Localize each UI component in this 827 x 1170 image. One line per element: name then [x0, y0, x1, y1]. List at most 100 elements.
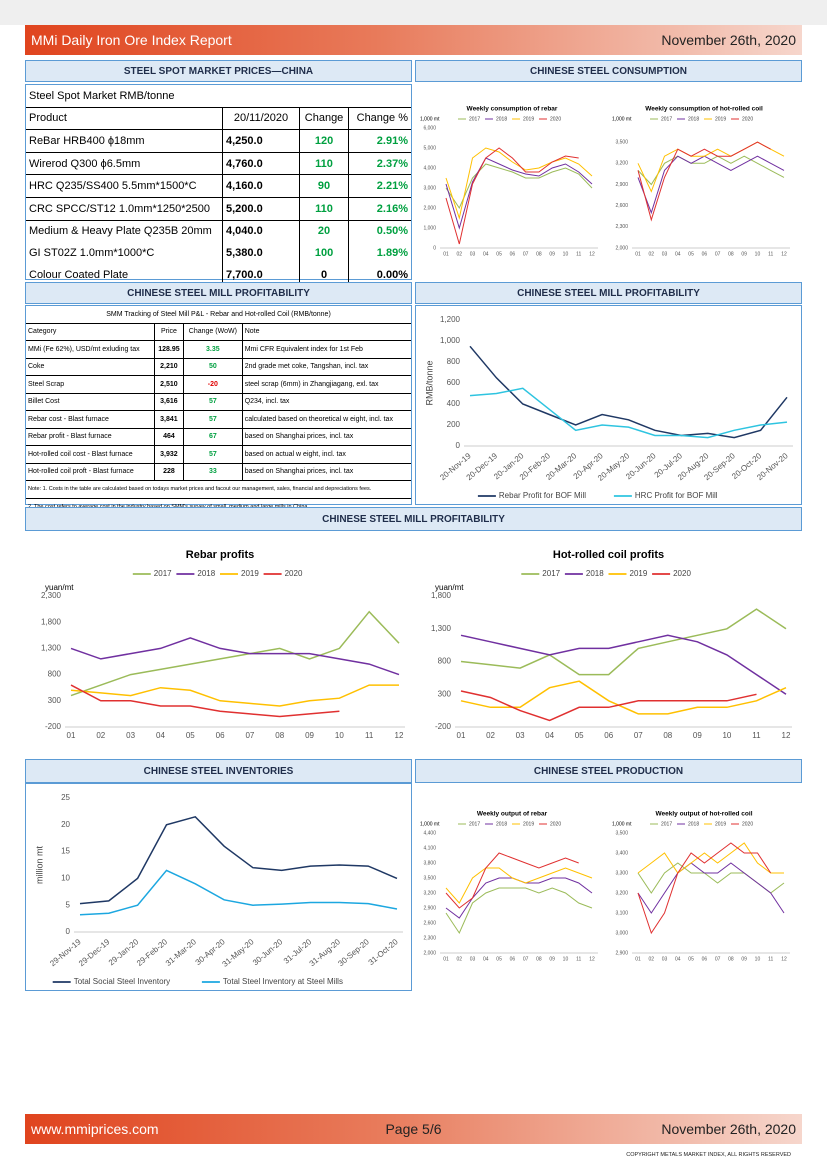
legend-label: 2019 [715, 821, 726, 827]
x-tick-label: 04 [483, 956, 489, 962]
table-cell: 2.16% [348, 197, 411, 221]
y-tick-label: 10 [61, 874, 70, 883]
x-tick-label: 01 [67, 731, 76, 740]
table-row: CRC SPCC/ST12 1.0mm*1250*2500 5,200.0 110 2… [26, 197, 411, 221]
y-tick-label: 2,600 [615, 203, 628, 209]
x-tick-label: 31-Oct-20 [367, 937, 400, 967]
series-line [445, 147, 579, 245]
y-tick-label: 5,000 [423, 145, 436, 151]
y-tick-label: 15 [61, 847, 70, 856]
series-line [79, 815, 398, 905]
legend-label: 2019 [715, 116, 726, 122]
table-cell: 0 [299, 263, 350, 286]
chart: Weekly consumption of hot-rolled coil 1,0… [612, 106, 790, 257]
table-row: Wirerod Q300 ϕ6.5mm 4,760.0 110 2.37% [26, 152, 411, 176]
x-tick-label: 04 [675, 251, 681, 257]
y-tick-label: 4,400 [423, 830, 436, 836]
unit-label: 1,000 mt [420, 821, 440, 827]
table-cell: 110 [299, 197, 350, 221]
legend-label: 2017 [542, 569, 560, 578]
table-cell: 110 [299, 152, 350, 176]
x-tick-label: 20-Jun-20 [624, 451, 658, 481]
x-tick-label: 29-Dec-19 [77, 937, 112, 968]
y-tick-label: -200 [435, 722, 452, 731]
x-tick-label: 06 [510, 251, 516, 257]
x-tick-label: 09 [693, 731, 702, 740]
table-cell: 67 [183, 427, 243, 446]
table-cell: 0.00% [376, 268, 408, 281]
x-tick-label: 06 [702, 956, 708, 962]
table-cell: 5,200.0 [222, 197, 300, 221]
y-tick-label: 3,000 [615, 930, 628, 936]
table-cell: Steel Scrap [26, 375, 155, 393]
series-line [637, 141, 771, 222]
table-cell: 90 [299, 174, 350, 198]
x-tick-label: 10 [563, 956, 569, 962]
x-tick-label: 12 [781, 251, 787, 257]
x-tick-label: 11 [576, 956, 581, 962]
x-tick-label: 07 [523, 251, 529, 257]
x-tick-label: 08 [663, 731, 672, 740]
series-line [445, 867, 593, 904]
x-tick-label: 03 [470, 251, 476, 257]
y-tick-label: 3,200 [615, 161, 628, 167]
table-cell: 4,760.0 [222, 152, 300, 176]
y-tick-label: 3,500 [615, 830, 628, 836]
legend-label: 2017 [661, 821, 672, 827]
y-tick-label: 20 [61, 820, 70, 829]
table-row: Steel Scrap 2,510 -20 steel scrap (6mm) in … [26, 375, 411, 393]
table-note: Note: 1. Costs in the table are calculat… [26, 480, 411, 498]
table-cell: 20 [299, 220, 350, 243]
x-tick-label: 03 [470, 956, 476, 962]
copyright: COPYRIGHT METALS MARKET INDEX, ALL RIGHT… [626, 1152, 791, 1158]
x-tick-label: 01 [443, 956, 449, 962]
table-cell: Rebar profit - Blast furnace [26, 427, 155, 446]
x-tick-label: 10 [563, 251, 569, 257]
y-tick-label: 3,300 [615, 870, 628, 876]
table-cell: calculated based on theoretical w eight,… [242, 410, 411, 428]
table-row: Rebar cost - Blast furnace 3,841 57 calcula… [26, 410, 411, 428]
footer-url: www.mmiprices.com [31, 1121, 159, 1137]
table-cell: Mmi CFR Equivalent index for 1st Feb [242, 340, 411, 358]
x-tick-label: 08 [275, 731, 284, 740]
y-tick-label: 25 [61, 793, 70, 802]
x-tick-label: 11 [752, 731, 761, 740]
x-tick-label: 03 [126, 731, 135, 740]
table-cell: 228 [154, 462, 185, 481]
chart-title: Weekly output of rebar [477, 811, 548, 818]
x-tick-label: 05 [496, 251, 502, 257]
legend-label: 2019 [241, 569, 259, 578]
table-cell: 4,160.0 [222, 174, 300, 198]
section-header: CHINESE STEEL PRODUCTION [415, 759, 802, 783]
y-tick-label: 5 [66, 900, 71, 909]
table: Steel Spot Market RMB/tonne Product 20/11/… [26, 85, 411, 286]
table-row: ReBar HRB400 ϕ18mm 4,250.0 120 2.91% [26, 129, 411, 153]
table-cell: MMi (Fe 62%), USD/mt exluding tax [26, 340, 155, 358]
x-tick-label: 06 [216, 731, 225, 740]
table-cell: ReBar HRB400 ϕ18mm [26, 129, 223, 153]
x-tick-label: 02 [456, 956, 462, 962]
table-row: Rebar profit - Blast furnace 464 67 based o… [26, 427, 411, 446]
y-tick-label: 3,200 [423, 890, 436, 896]
table-cell: 100 [299, 242, 350, 264]
x-tick-label: 08 [728, 251, 734, 257]
y-tick-label: 1,800 [431, 591, 452, 600]
series-line [460, 608, 787, 676]
table-cell: 0.50% [376, 225, 408, 238]
column-header: Price [154, 323, 185, 341]
legend-label: HRC Profit for BOF Mill [635, 491, 718, 500]
y-tick-label: 2,300 [615, 224, 628, 230]
table-cell: -20 [183, 375, 243, 393]
series-line [79, 869, 398, 916]
x-tick-label: 12 [589, 251, 595, 257]
series-line [70, 637, 400, 676]
table-row: Colour Coated Plate 7,700.0 0 0.00% [26, 263, 411, 286]
x-tick-label: 12 [395, 731, 404, 740]
legend-label: 2017 [469, 116, 480, 122]
y-tick-label: 0 [433, 245, 436, 251]
series-line [637, 155, 785, 186]
y-tick-label: 3,400 [615, 850, 628, 856]
section-header: CHINESE STEEL CONSUMPTION [415, 60, 802, 82]
table-cell: Colour Coated Plate [26, 263, 223, 286]
